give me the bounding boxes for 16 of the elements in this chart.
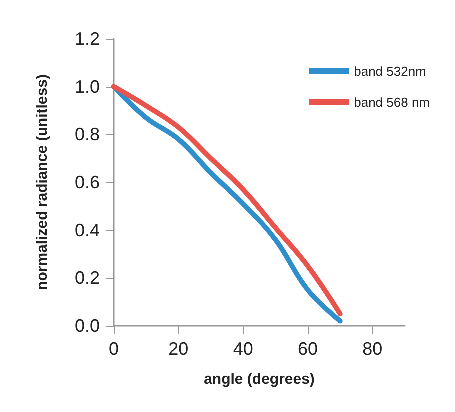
x-tick-label: 20 xyxy=(168,339,189,359)
y-tick-label: 1.0 xyxy=(74,76,100,97)
y-tick-label: 0.0 xyxy=(74,316,100,336)
x-tick-label: 40 xyxy=(233,339,254,359)
y-tick-label: 0.8 xyxy=(74,124,100,145)
x-tick-label: 60 xyxy=(298,339,318,359)
x-tick-label: 0 xyxy=(108,339,120,359)
y-tick-label: 1.2 xyxy=(74,29,100,49)
y-tick-label: 0.6 xyxy=(74,172,100,192)
y-tick-label: 0.4 xyxy=(74,220,100,240)
x-axis-title: angle (degrees) xyxy=(204,371,315,388)
legend-label: band 532nm xyxy=(354,64,426,79)
x-tick-label: 80 xyxy=(362,339,383,359)
legend-label: band 568 nm xyxy=(354,95,430,110)
y-axis-title: normalized radiance (unitless) xyxy=(34,74,51,290)
y-tick-label: 0.2 xyxy=(74,268,100,288)
